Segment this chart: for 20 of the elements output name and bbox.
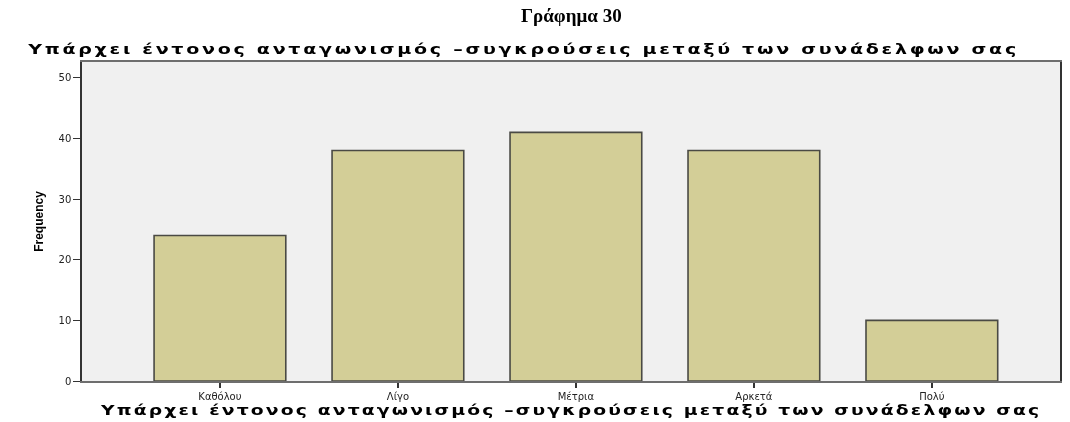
y-tick-label: 20	[58, 254, 72, 266]
x-axis-title: Υπάρχει έντονος ανταγωνισμός –συγκρούσεις μεταξύ των συνάδελφων σας	[99, 402, 1042, 419]
y-axis-title: Frequency	[32, 190, 47, 252]
bar	[331, 149, 465, 381]
bar	[687, 149, 821, 381]
bar	[153, 234, 287, 381]
y-tick-label: 0	[64, 375, 72, 387]
chart-subtitle: Υπάρχει έντονος ανταγωνισμός –συγκρούσεις μεταξύ των συνάδελφων σας	[27, 40, 1019, 58]
x-tick-label: Καθόλου	[198, 390, 242, 402]
y-tick-label: 40	[58, 132, 72, 144]
x-tick-label: Λίγο	[386, 390, 410, 402]
y-tick-label: 10	[58, 314, 72, 326]
y-tick-label: 50	[58, 72, 72, 84]
x-tick-label: Πολύ	[919, 390, 945, 402]
y-tick-label: 30	[58, 193, 72, 205]
x-tick-label: Μέτρια	[557, 390, 595, 402]
bar	[509, 131, 643, 381]
chart-title: Γράφημα 30	[521, 5, 622, 26]
x-tick-label: Αρκετά	[735, 390, 773, 402]
bar	[865, 319, 999, 381]
